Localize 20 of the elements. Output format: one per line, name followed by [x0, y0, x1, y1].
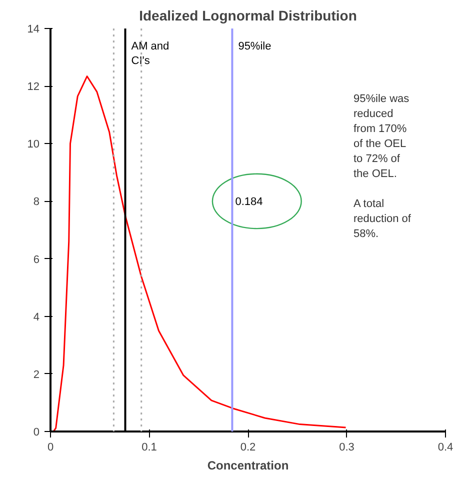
y-tick-label: 4 — [33, 311, 40, 324]
x-tick-label: 0 — [47, 442, 54, 454]
x-tick-label: 0.1 — [142, 442, 157, 454]
x-tick-label: 0.4 — [438, 442, 454, 454]
y-tick-label: 12 — [27, 81, 40, 94]
ref-line-label: AM and CI's — [131, 40, 170, 67]
line-series — [52, 76, 347, 432]
x-tick-label: 0.2 — [240, 442, 256, 454]
y-tick-label: 2 — [33, 368, 40, 381]
y-tick-label: 8 — [33, 196, 40, 208]
y-tick-label: 6 — [33, 254, 40, 266]
y-tick-label: 0 — [33, 426, 40, 438]
text: 95%ile was reduced from 170% of the OEL to 72% of the OEL. A total reduction of 58%. — [354, 92, 411, 240]
chart-title: Idealized Lognormal Distribution — [139, 8, 357, 24]
x-tick-label: 0.3 — [339, 442, 354, 454]
y-tick-label: 14 — [27, 24, 40, 36]
x-axis-title: Concentration — [207, 458, 289, 472]
ref-line-label: 95%ile — [238, 40, 272, 53]
y-tick-label: 10 — [27, 138, 40, 151]
annotation: 0.184 — [235, 196, 263, 208]
